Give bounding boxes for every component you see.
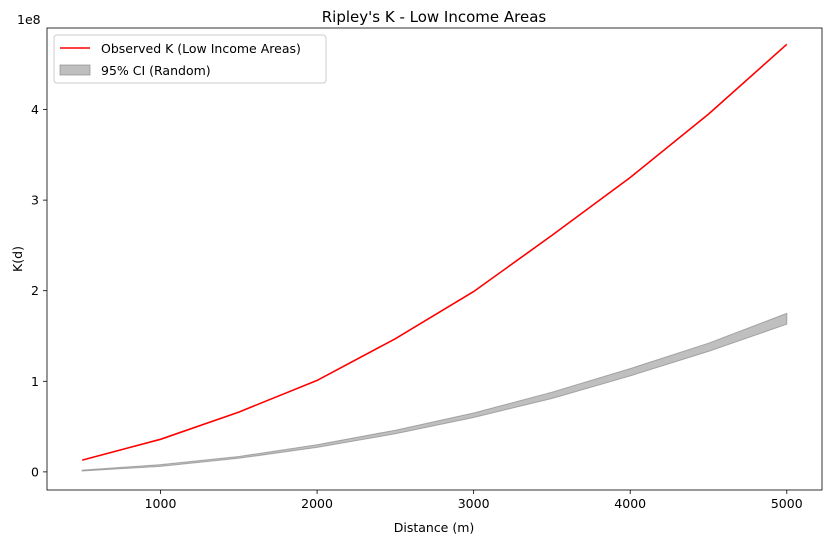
x-tick-label: 1000 [145, 496, 177, 511]
legend-label-ci: 95% CI (Random) [101, 63, 211, 78]
x-tick-label: 2000 [301, 496, 333, 511]
legend-swatch-ci [60, 65, 90, 75]
x-tick-label: 3000 [458, 496, 490, 511]
chart-title: Ripley's K - Low Income Areas [322, 8, 547, 26]
y-tick-label: 3 [31, 193, 39, 208]
legend-label-observed: Observed K (Low Income Areas) [101, 41, 301, 56]
legend: Observed K (Low Income Areas) 95% CI (Ra… [54, 35, 326, 83]
x-tick-label: 4000 [614, 496, 646, 511]
y-tick-label: 0 [31, 464, 39, 479]
y-tick-label: 1 [31, 374, 39, 389]
x-axis-label: Distance (m) [394, 520, 475, 535]
y-axis-label: K(d) [10, 246, 25, 272]
x-tick-label: 5000 [771, 496, 803, 511]
y-offset-label: 1e8 [17, 12, 41, 27]
y-tick-label: 4 [31, 102, 39, 117]
y-tick-label: 2 [31, 283, 39, 298]
